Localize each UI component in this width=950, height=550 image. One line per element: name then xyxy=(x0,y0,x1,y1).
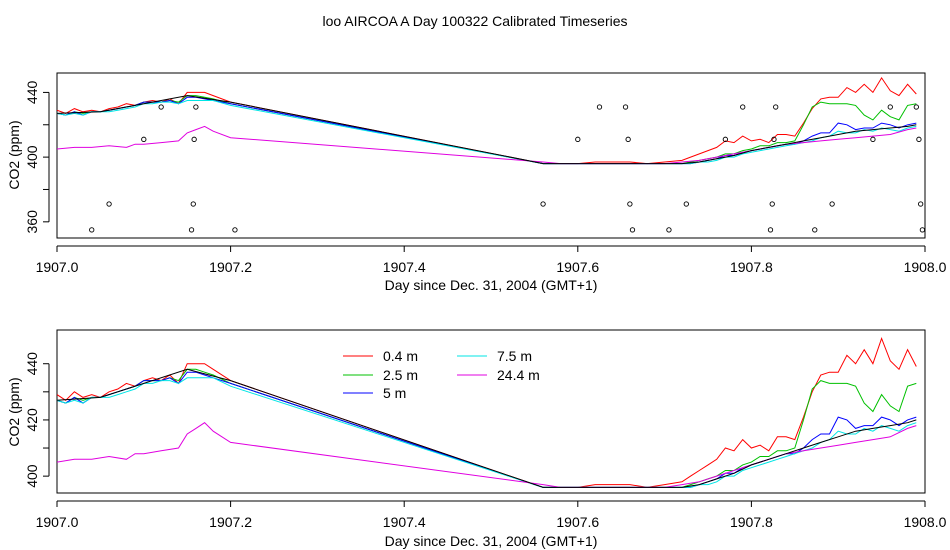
top-marker xyxy=(625,136,631,142)
bottom-y-axis-label: CO2 (ppm) xyxy=(6,377,22,446)
top-y-tick-label: 400 xyxy=(24,145,40,169)
legend-label-24-4-m: 24.4 m xyxy=(497,367,540,383)
top-marker xyxy=(158,104,164,110)
top-marker xyxy=(829,201,835,207)
top-x-tick-label: 1907.6 xyxy=(556,259,599,275)
top-marker xyxy=(769,201,775,207)
top-marker xyxy=(683,201,689,207)
top-x-tick-label: 1907.8 xyxy=(730,259,773,275)
top-plot-frame xyxy=(56,72,926,239)
top-marker xyxy=(773,104,779,110)
bot-series-24-4-m xyxy=(57,422,917,488)
top-y-tick-label: 360 xyxy=(24,210,40,234)
bot-x-tick-label: 1907.2 xyxy=(209,514,252,530)
legend-label-0-4-m: 0.4 m xyxy=(383,348,418,364)
top-x-tick-label: 1907.0 xyxy=(36,259,79,275)
top-x-tick-label: 1907.2 xyxy=(209,259,252,275)
top-marker xyxy=(89,227,95,233)
top-marker xyxy=(193,104,199,110)
legend: 0.4 m 2.5 m 5 m 7.5 m 24.4 m xyxy=(343,348,540,401)
bot-y-tick-label: 440 xyxy=(24,352,40,376)
top-panel: 1907.0 1907.2 1907.4 1907.6 1907.8 1908.0 360… xyxy=(6,72,947,293)
top-marker xyxy=(919,227,925,233)
top-marker xyxy=(627,201,633,207)
bot-x-tick-label: 1907.4 xyxy=(383,514,426,530)
top-marker xyxy=(740,104,746,110)
bottom-x-axis-label: Day since Dec. 31, 2004 (GMT+1) xyxy=(385,533,598,549)
bot-series-5-m xyxy=(57,371,917,488)
legend-label-7-5-m: 7.5 m xyxy=(497,348,532,364)
bot-series-line-5 xyxy=(57,368,917,488)
top-marker xyxy=(540,201,546,207)
top-marker xyxy=(767,227,774,233)
bottom-x-axis: 1907.0 1907.2 1907.4 1907.6 1907.8 1908.0 xyxy=(36,500,947,530)
top-marker xyxy=(913,104,919,110)
top-markers-group xyxy=(89,104,925,233)
top-marker xyxy=(870,136,876,142)
top-marker xyxy=(106,201,112,207)
bot-x-tick-label: 1907.8 xyxy=(730,514,773,530)
bot-series-7-5-m xyxy=(57,377,917,488)
bottom-panel: 1907.0 1907.2 1907.4 1907.6 1907.8 1908.0 400… xyxy=(6,329,947,549)
top-series-7-5-m xyxy=(57,100,917,165)
top-marker xyxy=(596,104,603,110)
bot-x-tick-label: 1908.0 xyxy=(904,514,947,530)
top-y-tick-label: 440 xyxy=(24,81,40,105)
top-marker xyxy=(916,136,922,142)
legend-label-5-m: 5 m xyxy=(383,385,406,401)
bottom-series-group xyxy=(57,336,917,488)
bot-x-tick-label: 1907.0 xyxy=(36,514,79,530)
bot-y-tick-label: 400 xyxy=(24,464,40,488)
top-marker xyxy=(141,136,147,142)
bottom-plot-frame xyxy=(56,329,926,494)
bot-y-tick-label: 420 xyxy=(24,408,40,432)
top-marker xyxy=(812,227,818,233)
top-marker xyxy=(887,104,893,110)
top-series-0-4-m xyxy=(57,76,917,165)
top-x-tick-label: 1907.4 xyxy=(383,259,426,275)
top-series-5-m xyxy=(57,96,917,165)
top-marker xyxy=(918,201,924,207)
bot-x-tick-label: 1907.6 xyxy=(556,514,599,530)
top-marker xyxy=(622,104,629,110)
legend-label-2-5-m: 2.5 m xyxy=(383,367,418,383)
top-series-group xyxy=(57,76,917,165)
top-marker xyxy=(232,227,238,233)
top-marker xyxy=(771,136,777,142)
top-marker xyxy=(190,201,196,207)
top-series-line-5 xyxy=(57,95,917,165)
top-marker xyxy=(629,227,636,233)
bot-series-2-5-m xyxy=(57,368,917,488)
top-y-axis: 360 400 440 xyxy=(24,81,50,234)
top-y-axis-label: CO2 (ppm) xyxy=(6,120,22,189)
top-x-axis: 1907.0 1907.2 1907.4 1907.6 1907.8 1908.0 xyxy=(36,245,947,275)
top-marker xyxy=(722,136,729,142)
top-x-axis-label: Day since Dec. 31, 2004 (GMT+1) xyxy=(385,277,598,293)
bot-series-0-4-m xyxy=(57,336,917,488)
top-marker xyxy=(666,227,672,233)
top-x-tick-label: 1908.0 xyxy=(904,259,947,275)
figure-title: loo AIRCOA A Day 100322 Calibrated Times… xyxy=(322,13,627,29)
top-series-24-4-m xyxy=(57,125,917,165)
bottom-y-axis: 400 420 440 xyxy=(24,352,50,488)
top-marker xyxy=(191,136,197,142)
top-marker xyxy=(575,136,581,142)
top-marker xyxy=(188,227,195,233)
